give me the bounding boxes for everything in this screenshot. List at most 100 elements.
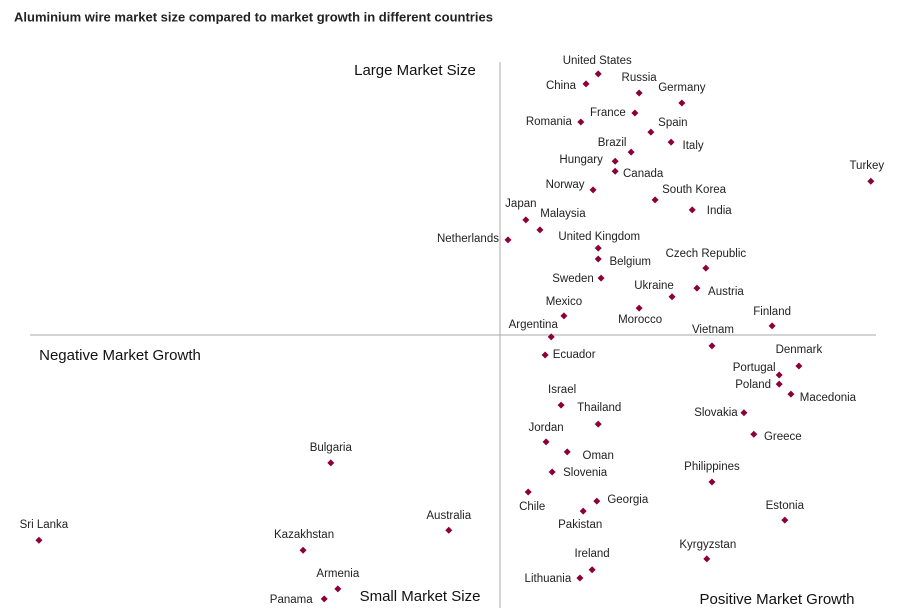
point — [594, 70, 602, 78]
point-label: France — [590, 107, 626, 119]
point — [547, 333, 555, 341]
point — [504, 236, 512, 244]
point — [678, 99, 686, 107]
point-label: Mexico — [546, 296, 582, 308]
point-label: Germany — [658, 82, 706, 94]
point — [668, 293, 676, 301]
point — [597, 274, 605, 282]
point — [35, 536, 43, 544]
point — [594, 420, 602, 428]
point-label: Argentina — [509, 319, 559, 331]
point — [594, 255, 602, 263]
point-label: China — [546, 80, 577, 92]
point — [708, 478, 716, 486]
quadrant-label: Small Market Size — [360, 588, 481, 605]
point — [541, 351, 549, 359]
point-label: Poland — [735, 379, 771, 391]
point — [775, 380, 783, 388]
point — [750, 430, 758, 438]
point-label: Chile — [519, 501, 545, 513]
point-label: Georgia — [607, 494, 649, 506]
point — [647, 128, 655, 136]
point — [651, 196, 659, 204]
point-label: Greece — [764, 431, 802, 443]
point — [688, 206, 696, 214]
point — [627, 148, 635, 156]
point — [635, 304, 643, 312]
point — [577, 118, 585, 126]
point — [579, 507, 587, 515]
point-label: Jordan — [528, 422, 563, 434]
point — [795, 362, 803, 370]
point-label: Portugal — [733, 362, 776, 374]
point-label: Armenia — [316, 568, 359, 580]
point — [768, 322, 776, 330]
point — [536, 226, 544, 234]
point-label: Macedonia — [800, 392, 857, 404]
point-label: Sri Lanka — [20, 519, 69, 531]
point — [563, 448, 571, 456]
point — [775, 371, 783, 379]
point-label: Austria — [708, 286, 744, 298]
point-label: Oman — [583, 450, 614, 462]
point-label: Canada — [623, 168, 664, 180]
point — [611, 167, 619, 175]
point — [557, 401, 565, 409]
chart-title: Aluminium wire market size compared to m… — [14, 9, 493, 24]
point — [781, 516, 789, 524]
point — [589, 186, 597, 194]
point-label: Sweden — [552, 273, 594, 285]
point-label: Ireland — [575, 548, 610, 560]
point — [693, 284, 701, 292]
point — [593, 497, 601, 505]
point-label: Philippines — [684, 461, 740, 473]
point — [708, 342, 716, 350]
quadrant-label: Positive Market Growth — [699, 591, 854, 608]
point-label: Italy — [683, 140, 704, 152]
point — [576, 574, 584, 582]
point — [320, 595, 328, 603]
point-label: Turkey — [849, 160, 884, 172]
point-label: Thailand — [577, 402, 621, 414]
point-label: Finland — [753, 306, 791, 318]
point-label: Morocco — [618, 314, 662, 326]
point-label: Japan — [505, 198, 536, 210]
point — [524, 488, 532, 496]
point — [667, 138, 675, 146]
point-label: Norway — [546, 179, 585, 191]
point — [582, 80, 590, 88]
point — [588, 566, 596, 574]
point-label: Bulgaria — [310, 442, 353, 454]
point-label: Lithuania — [525, 573, 572, 585]
point-label: Slovenia — [563, 467, 608, 479]
point-label: Malaysia — [540, 208, 586, 220]
point-label: Kyrgyzstan — [679, 539, 736, 551]
point — [327, 459, 335, 467]
point — [334, 585, 342, 593]
point — [445, 526, 453, 534]
point-label: Czech Republic — [666, 248, 747, 260]
point-label: Pakistan — [558, 519, 602, 531]
point — [740, 409, 748, 417]
point-label: Romania — [526, 116, 573, 128]
point — [787, 390, 795, 398]
point — [542, 438, 550, 446]
point — [299, 546, 307, 554]
point-label: Panama — [270, 594, 313, 606]
point-label: Belgium — [609, 256, 651, 268]
point-label: Vietnam — [692, 324, 734, 336]
point-label: Israel — [548, 384, 576, 396]
quadrant-label: Large Market Size — [354, 62, 476, 79]
point-label: Denmark — [776, 344, 823, 356]
point — [867, 177, 875, 185]
point — [594, 244, 602, 252]
point — [703, 555, 711, 563]
point — [522, 216, 530, 224]
point-label: Kazakhstan — [274, 529, 334, 541]
point-label: United States — [563, 55, 632, 67]
point-label: Estonia — [766, 500, 805, 512]
point — [611, 157, 619, 165]
point-label: Spain — [658, 117, 687, 129]
point-label: South Korea — [662, 184, 727, 196]
point-label: Hungary — [559, 154, 603, 166]
